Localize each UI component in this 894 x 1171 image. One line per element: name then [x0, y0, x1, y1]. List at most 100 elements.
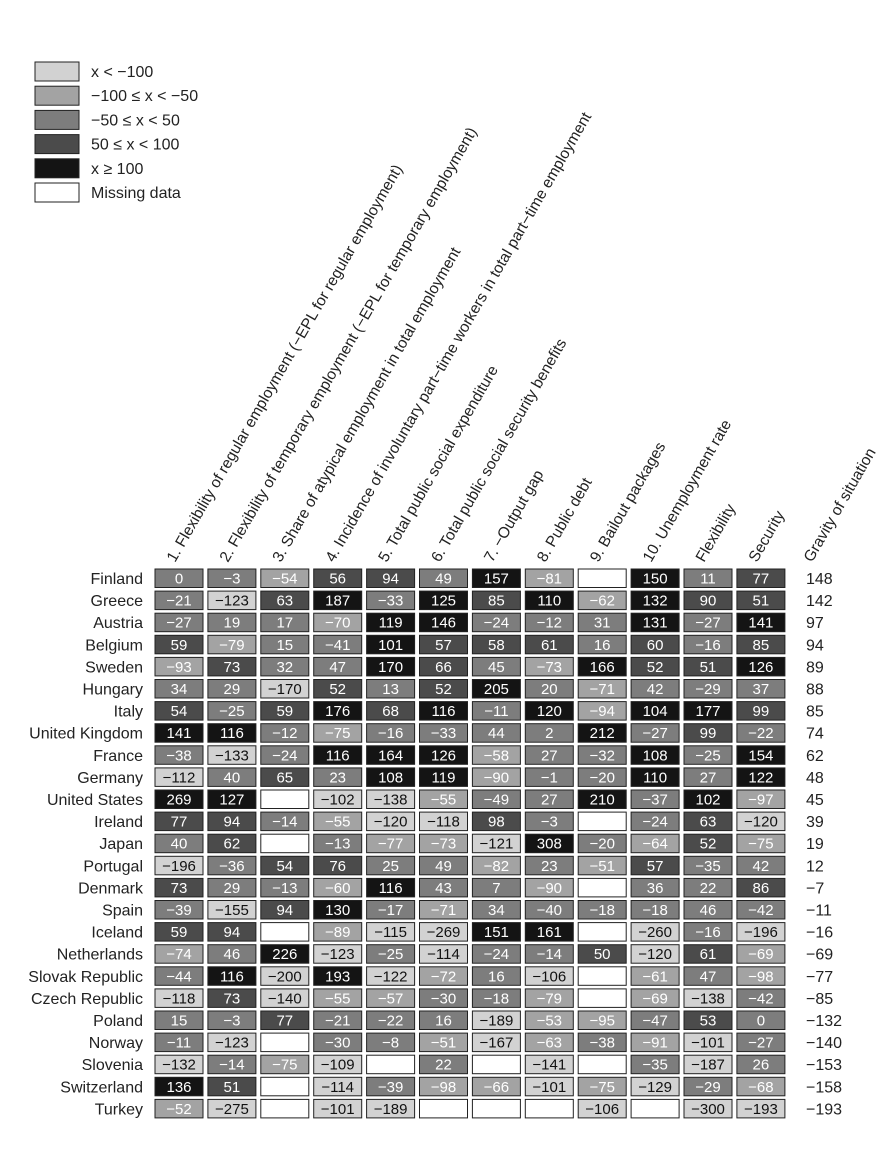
cell-value: 166 [590, 659, 615, 676]
cell-value: −260 [638, 924, 672, 941]
cell-value: −140 [268, 990, 302, 1007]
cell-value: −114 [321, 1079, 354, 1096]
heatmap-cell [154, 723, 204, 743]
heatmap-cell [207, 811, 257, 832]
cell-value: −58 [484, 747, 509, 764]
heatmap-cell [207, 723, 257, 743]
heatmap-cell [260, 679, 310, 699]
heatmap-cell [471, 900, 521, 920]
heatmap-cell [419, 634, 468, 655]
heatmap-cell [313, 1098, 363, 1119]
heatmap-cell [630, 1054, 680, 1075]
heatmap-cell [683, 568, 733, 588]
heatmap-cell [630, 811, 680, 832]
cell-value: 94 [224, 814, 241, 831]
cell-value: −300 [691, 1101, 725, 1118]
heatmap-cell [313, 1054, 363, 1075]
heatmap-cell [154, 855, 204, 876]
heatmap-cell [313, 634, 363, 655]
cell-value: 61 [541, 637, 558, 654]
heatmap-cell [683, 1054, 733, 1075]
cell-value: −138 [374, 792, 408, 809]
cell-value: 44 [488, 725, 505, 742]
legend-swatch [34, 109, 80, 130]
cell-value: 17 [276, 615, 293, 632]
heatmap-cell [154, 679, 204, 699]
heatmap-cell [419, 900, 468, 920]
cell-value: −16 [695, 637, 720, 654]
cell-value: −269 [427, 924, 461, 941]
heatmap-cell [524, 679, 574, 699]
heatmap-cell [736, 900, 786, 920]
cell-value: 52 [329, 681, 346, 698]
cell-value: −71 [431, 902, 456, 919]
gravity-value: 88 [806, 682, 824, 699]
gravity-value: −158 [806, 1079, 842, 1096]
cell-value: −61 [642, 968, 667, 985]
heatmap-cell [736, 1054, 786, 1075]
cell-value: 120 [537, 703, 562, 720]
cell-value: 116 [220, 725, 244, 742]
cell-value: −112 [163, 769, 196, 786]
cell-value: 2 [545, 725, 553, 742]
cell-value: −79 [219, 637, 244, 654]
cell-value: −55 [325, 990, 350, 1007]
heatmap-cell [471, 1032, 521, 1053]
heatmap-cell [419, 767, 468, 787]
cell-value: 53 [700, 1013, 717, 1030]
cell-value: −77 [378, 836, 403, 853]
cell-value: −12 [272, 725, 297, 742]
heatmap-cell [736, 966, 786, 986]
heatmap-cell [207, 877, 257, 898]
gravity-value: −140 [806, 1035, 842, 1052]
heatmap-cell [313, 612, 363, 633]
cell-value: 157 [484, 571, 509, 588]
heatmap-cell [577, 568, 627, 588]
cell-value: 146 [431, 615, 456, 632]
legend-swatch [34, 182, 80, 203]
cell-value: −69 [748, 946, 773, 963]
heatmap-cell [260, 944, 310, 964]
cell-value: −118 [427, 814, 460, 831]
heatmap-cell [366, 877, 416, 898]
row-label: United Kingdom [29, 726, 143, 743]
cell-value: −53 [537, 1013, 562, 1030]
cell-value: −29 [695, 681, 720, 698]
cell-value: −60 [325, 880, 350, 897]
heatmap-cell [313, 833, 363, 854]
cell-value: −33 [378, 593, 403, 610]
heatmap-cell [366, 767, 416, 787]
heatmap-cell [419, 811, 468, 832]
cell-value: 110 [643, 769, 667, 786]
heatmap-cell [366, 855, 416, 876]
heatmap-cell [471, 877, 521, 898]
heatmap-cell [736, 590, 786, 611]
row-label: Netherlands [57, 947, 143, 964]
cell-value: −91 [642, 1035, 667, 1052]
heatmap-cell [419, 944, 468, 964]
heatmap-cell [313, 1076, 363, 1097]
heatmap-cell [260, 612, 310, 633]
heatmap-cell [419, 745, 468, 765]
cell-value: 177 [695, 703, 720, 720]
heatmap-cell [419, 568, 468, 588]
cell-value: −13 [325, 836, 350, 853]
cell-value: −21 [166, 593, 191, 610]
row-label: Hungary [83, 682, 143, 699]
heatmap-cell [471, 1076, 521, 1097]
heatmap-cell [419, 723, 468, 743]
cell-value: 108 [378, 769, 403, 786]
heatmap-cell [683, 634, 733, 655]
gravity-value: 48 [806, 770, 824, 787]
cell-value: −79 [537, 990, 562, 1007]
cell-value: −44 [166, 968, 191, 985]
heatmap-cell [524, 966, 574, 986]
heatmap-cell [154, 590, 204, 611]
row-label: Poland [93, 1013, 143, 1030]
heatmap-cell [630, 612, 680, 633]
cell-value: 46 [700, 902, 717, 919]
cell-value: −37 [642, 792, 667, 809]
heatmap-cells: 0 −3 −54 56 94 49 157 −81 150 11 77−21 −123 63 187 −33… [154, 568, 786, 1119]
heatmap-cell [736, 656, 786, 677]
gravity-value: −153 [806, 1057, 842, 1074]
